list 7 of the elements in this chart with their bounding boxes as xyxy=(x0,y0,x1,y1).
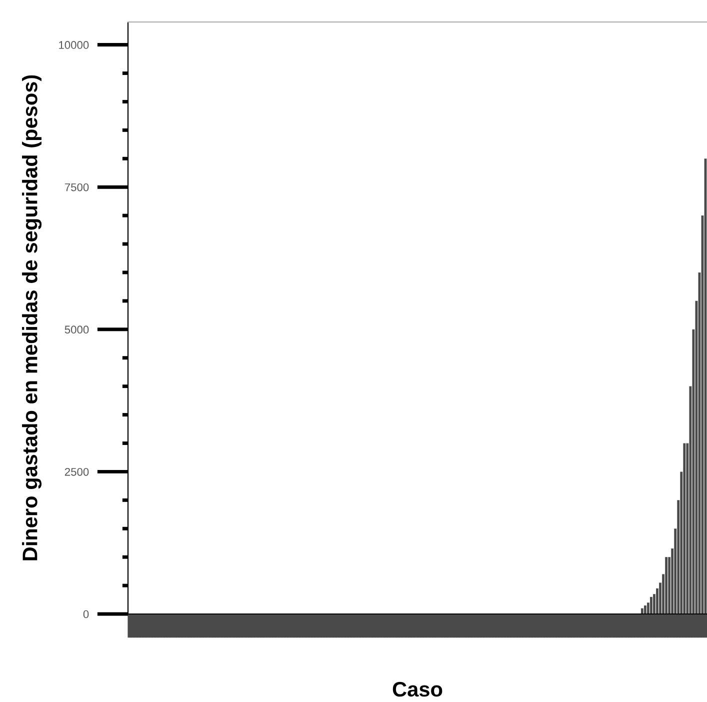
y-tick-label: 2500 xyxy=(64,468,89,476)
y-tick-label: 7500 xyxy=(64,183,89,192)
y-tick-label: 0 xyxy=(83,610,89,618)
y-tick-label: 5000 xyxy=(64,326,89,334)
y-tick-label: 10000 xyxy=(59,41,89,49)
y-axis-title: Dinero gastado en medidas de seguridad (pesos) xyxy=(22,75,42,560)
x-axis-title: Caso xyxy=(392,682,442,697)
